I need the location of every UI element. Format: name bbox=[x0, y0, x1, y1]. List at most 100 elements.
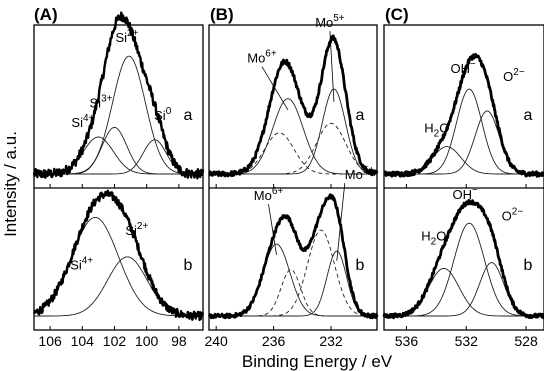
peak-label-base: Mo bbox=[345, 167, 363, 182]
x-tick-label: 232 bbox=[319, 333, 343, 349]
row-label: b bbox=[356, 257, 365, 274]
experimental-spectrum-line bbox=[382, 198, 544, 320]
panel-label-c: (C) bbox=[385, 5, 409, 24]
peak-label-subscript: 2 bbox=[434, 129, 440, 140]
x-tick-label: 532 bbox=[455, 333, 479, 349]
component-peak-line bbox=[34, 55, 203, 175]
peak-label: H2O bbox=[421, 228, 446, 247]
component-peak-line bbox=[384, 110, 544, 175]
fit-envelope-line bbox=[384, 55, 544, 175]
y-axis-title: Intensity / a.u. bbox=[1, 131, 20, 237]
peak-label-superscript: 6+ bbox=[265, 49, 277, 60]
peak-label-leader bbox=[329, 31, 335, 102]
peak-label-superscript: 2− bbox=[513, 67, 525, 78]
component-peak-line bbox=[209, 229, 377, 317]
peak-label-leader bbox=[268, 204, 277, 255]
panel-label-b: (B) bbox=[210, 5, 234, 24]
peak-label: O2− bbox=[503, 67, 525, 84]
peak-label-tail: O bbox=[436, 228, 446, 243]
x-tick-label: 98 bbox=[171, 333, 187, 349]
peak-label: O2− bbox=[502, 207, 524, 224]
fit-envelope-line bbox=[209, 37, 377, 175]
panel-frame bbox=[33, 24, 204, 331]
peak-label-tail: O bbox=[439, 121, 449, 136]
experimental-spectrum-line bbox=[32, 189, 205, 322]
fit-envelope-line bbox=[33, 193, 203, 317]
experimental-spectrum-line bbox=[207, 193, 379, 320]
peak-label-superscript: 0 bbox=[166, 106, 172, 117]
peak-label-superscript: 2+ bbox=[137, 221, 149, 232]
peak-label: OH− bbox=[451, 59, 477, 76]
peak-label-subscript: 2 bbox=[431, 236, 437, 247]
experimental-spectrum-line bbox=[32, 11, 205, 180]
row-label: a bbox=[356, 107, 365, 124]
peak-label: Si2+ bbox=[125, 221, 148, 238]
peak-label: OH− bbox=[453, 185, 479, 202]
peak-label-superscript: 2− bbox=[512, 207, 524, 218]
peak-label: Mo5+ bbox=[315, 13, 345, 30]
x-tick-label: 236 bbox=[262, 333, 286, 349]
peak-label-superscript: 4+ bbox=[82, 255, 94, 266]
peak-label: Mo6+ bbox=[247, 49, 277, 66]
component-peak-line bbox=[209, 243, 377, 317]
peak-label-superscript: 4+ bbox=[83, 113, 95, 124]
peak-label: H2O bbox=[424, 121, 449, 140]
peak-label-base: O bbox=[502, 209, 512, 224]
peak-label-base: Si bbox=[71, 115, 83, 130]
peak-label-base: Mo bbox=[315, 15, 333, 30]
component-peak-line bbox=[384, 222, 544, 317]
row-label: a bbox=[184, 107, 193, 124]
peak-label-base: H bbox=[421, 228, 430, 243]
x-tick-label: 102 bbox=[103, 333, 127, 349]
x-tick-label: 240 bbox=[204, 333, 228, 349]
peak-label-leader bbox=[261, 66, 289, 111]
fit-envelope-line bbox=[384, 201, 544, 317]
x-tick-label: 536 bbox=[395, 333, 419, 349]
peak-label: Si2+ bbox=[115, 28, 138, 45]
row-label: b bbox=[184, 257, 193, 274]
peak-label-superscript: 3+ bbox=[101, 93, 113, 104]
component-peak-line bbox=[33, 216, 203, 317]
peak-label-superscript: 5+ bbox=[333, 13, 345, 24]
peak-label: Si3+ bbox=[90, 93, 113, 110]
peak-label: Mo6+ bbox=[254, 186, 284, 203]
experimental-spectrum-line bbox=[208, 34, 379, 178]
row-label: a bbox=[524, 107, 533, 124]
peak-label-base: Mo bbox=[247, 51, 265, 66]
peak-label-base: O bbox=[503, 69, 513, 84]
peak-label-base: OH bbox=[451, 61, 471, 76]
peak-label-leader bbox=[336, 182, 346, 261]
x-tick-label: 528 bbox=[514, 333, 538, 349]
component-peak-line bbox=[384, 262, 544, 317]
peak-label-base: Si bbox=[70, 257, 82, 272]
peak-label-superscript: 2+ bbox=[127, 28, 139, 39]
peak-label-superscript: 5+ bbox=[363, 165, 375, 176]
row-label: b bbox=[524, 257, 533, 274]
peak-label: Si4+ bbox=[70, 255, 93, 272]
x-tick-label: 100 bbox=[135, 333, 159, 349]
x-tick-label: 104 bbox=[71, 333, 95, 349]
peak-label-base: Si bbox=[125, 223, 137, 238]
panel-frame bbox=[208, 24, 378, 331]
peak-label-base: OH bbox=[453, 187, 473, 202]
peak-label-superscript: 6+ bbox=[272, 186, 284, 197]
peak-label-base: H bbox=[424, 121, 433, 136]
fit-envelope-line bbox=[34, 15, 203, 175]
peak-label-base: Si bbox=[90, 95, 102, 110]
panel-label-a: (A) bbox=[34, 5, 58, 24]
peak-label: Si0 bbox=[154, 106, 172, 123]
peak-label-superscript: − bbox=[472, 185, 478, 196]
peak-label-superscript: − bbox=[470, 59, 476, 70]
component-peak-line bbox=[384, 146, 544, 175]
peak-label: Si4+ bbox=[71, 113, 94, 130]
peak-label-base: Mo bbox=[254, 188, 272, 203]
component-peak-line bbox=[384, 267, 544, 317]
panel-frame bbox=[383, 24, 544, 331]
peak-label-base: Si bbox=[115, 30, 127, 45]
peak-label: Mo5+ bbox=[345, 165, 375, 182]
x-tick-label: 106 bbox=[38, 333, 62, 349]
peak-label-base: Si bbox=[154, 108, 166, 123]
x-axis-title: Binding Energy / eV bbox=[242, 352, 393, 371]
